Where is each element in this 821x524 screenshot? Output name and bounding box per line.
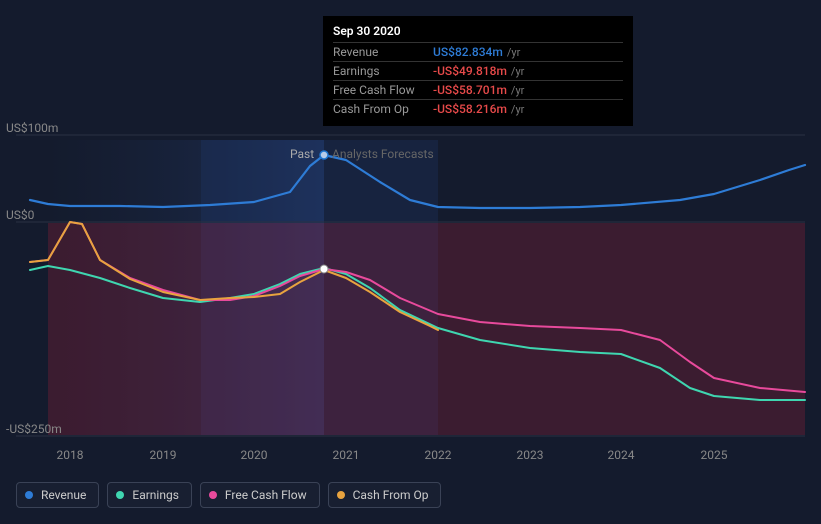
x-axis-label: 2018 xyxy=(57,448,84,462)
tooltip-row: RevenueUS$82.834m/yr xyxy=(333,42,623,61)
x-axis-label: 2023 xyxy=(517,448,544,462)
x-axis-label: 2025 xyxy=(701,448,728,462)
legend-label: Revenue xyxy=(41,488,86,502)
tooltip-unit: /yr xyxy=(511,84,524,97)
x-axis-label: 2019 xyxy=(150,448,177,462)
past-label: Past xyxy=(290,147,314,161)
tooltip-metric-label: Revenue xyxy=(333,45,433,59)
tooltip-row: Earnings-US$49.818m/yr xyxy=(333,61,623,80)
legend-item-fcf[interactable]: Free Cash Flow xyxy=(200,482,320,508)
legend-label: Cash From Op xyxy=(353,488,429,502)
tooltip-metric-label: Cash From Op xyxy=(333,102,433,116)
y-axis-label: -US$250m xyxy=(6,422,62,436)
tooltip-metric-value: -US$49.818m xyxy=(433,64,507,78)
tooltip-unit: /yr xyxy=(507,46,520,59)
legend-item-revenue[interactable]: Revenue xyxy=(16,482,99,508)
tooltip-row: Cash From Op-US$58.216m/yr xyxy=(333,99,623,118)
y-axis-label: US$0 xyxy=(6,208,34,222)
tooltip-row: Free Cash Flow-US$58.701m/yr xyxy=(333,80,623,99)
legend-label: Free Cash Flow xyxy=(225,488,307,502)
tooltip-unit: /yr xyxy=(511,65,524,78)
legend-item-cfo[interactable]: Cash From Op xyxy=(328,482,442,508)
y-axis-label: US$100m xyxy=(6,121,58,135)
legend-dot-icon xyxy=(25,491,33,499)
x-axis-label: 2022 xyxy=(425,448,452,462)
chart-legend: Revenue Earnings Free Cash Flow Cash From O… xyxy=(16,482,441,508)
x-axis-label: 2021 xyxy=(333,448,360,462)
tooltip-metric-value: -US$58.701m xyxy=(433,83,507,97)
tooltip-metric-value: US$82.834m xyxy=(433,45,503,59)
legend-dot-icon xyxy=(209,491,217,499)
x-axis-label: 2024 xyxy=(608,448,635,462)
x-axis-label: 2020 xyxy=(241,448,268,462)
legend-dot-icon xyxy=(337,491,345,499)
tooltip-metric-label: Free Cash Flow xyxy=(333,83,433,97)
legend-item-earnings[interactable]: Earnings xyxy=(107,482,192,508)
tooltip-unit: /yr xyxy=(511,103,524,116)
chart-tooltip: Sep 30 2020 RevenueUS$82.834m/yrEarnings… xyxy=(323,16,633,126)
tooltip-date: Sep 30 2020 xyxy=(333,24,623,38)
tooltip-metric-value: -US$58.216m xyxy=(433,102,507,116)
legend-dot-icon xyxy=(116,491,124,499)
tooltip-metric-label: Earnings xyxy=(333,64,433,78)
forecast-label: Analysts Forecasts xyxy=(332,147,434,161)
legend-label: Earnings xyxy=(132,488,179,502)
